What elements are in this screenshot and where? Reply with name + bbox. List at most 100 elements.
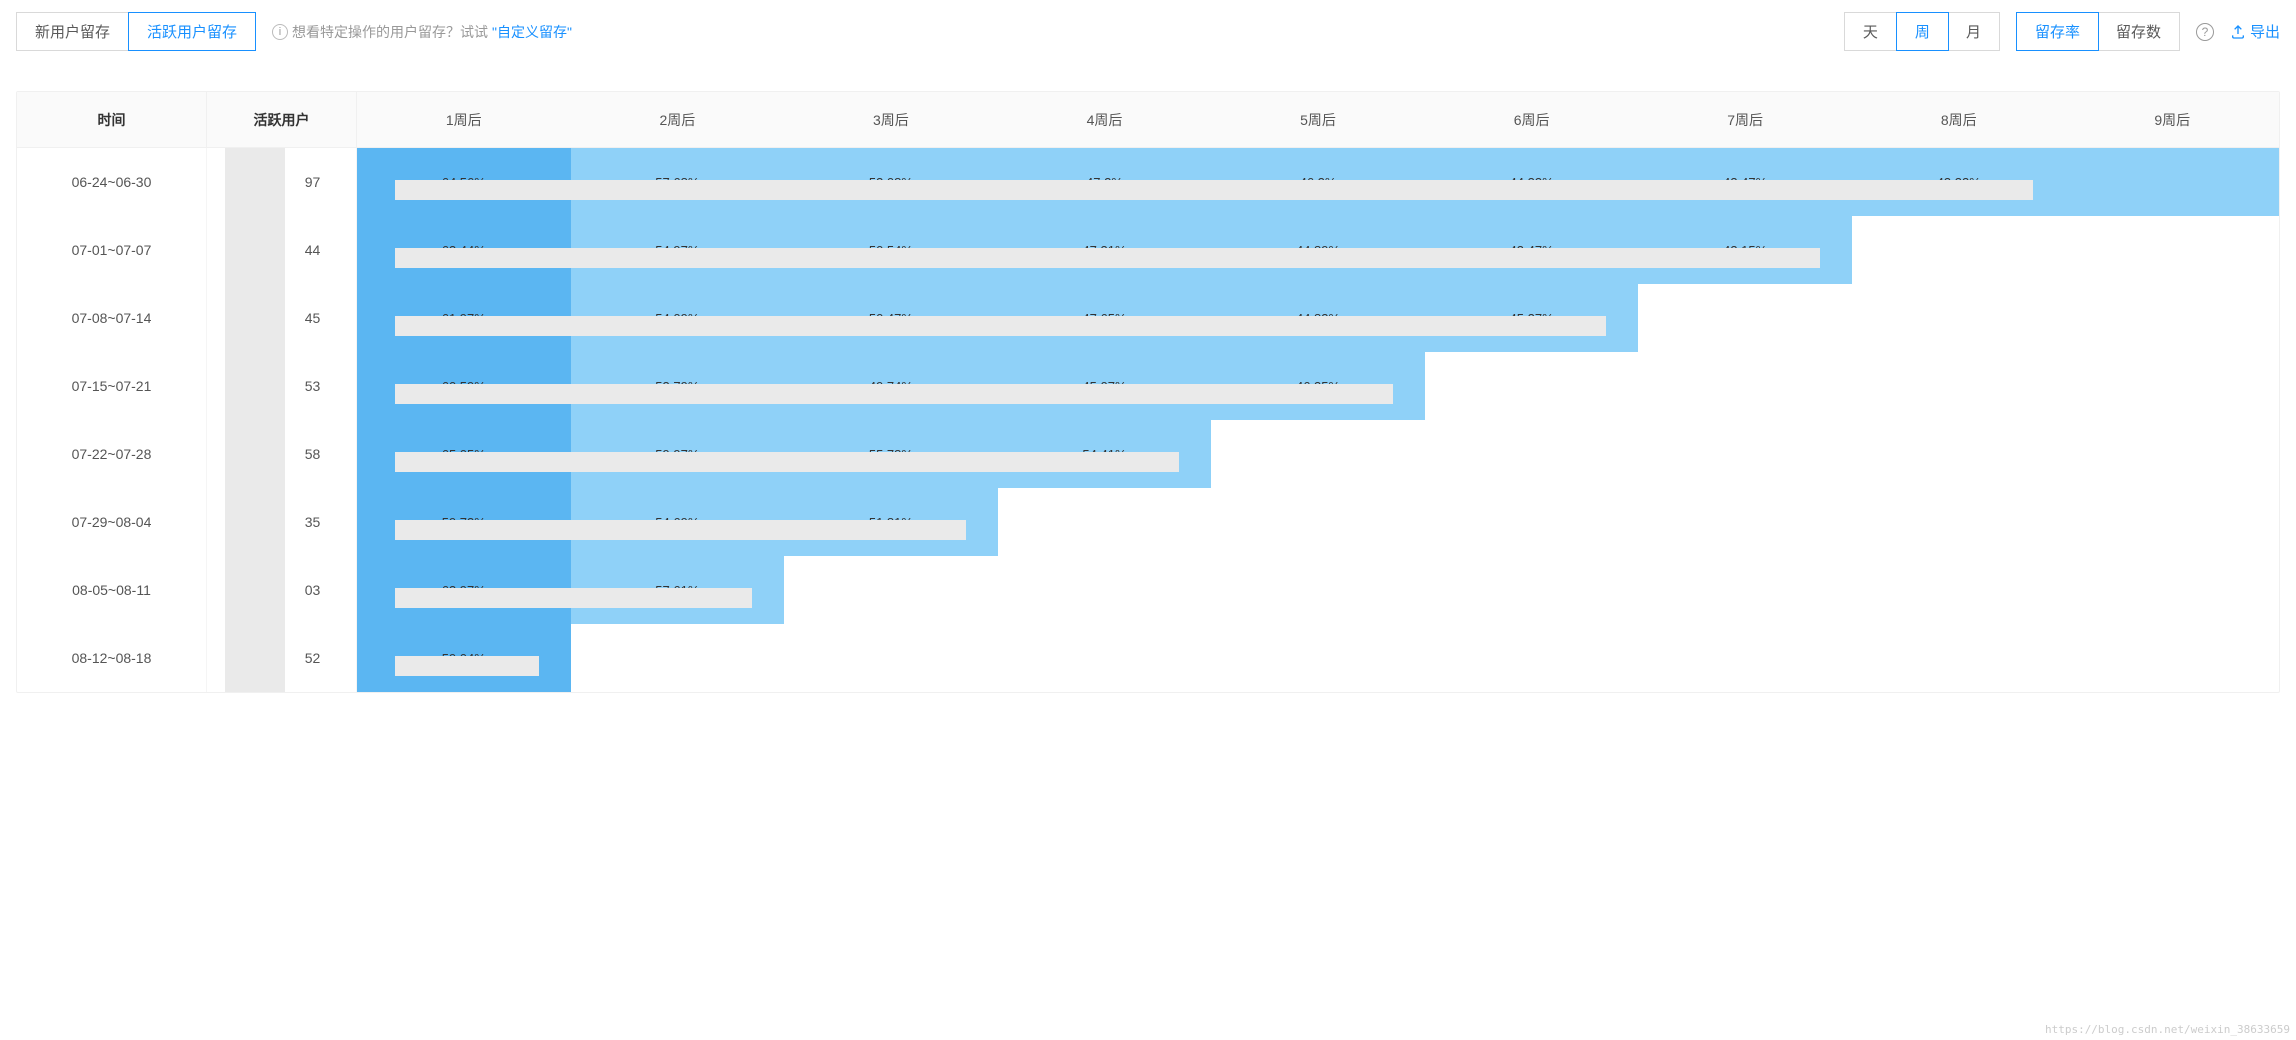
cell-retention: 44.83% — [1211, 284, 1425, 352]
cell-retention — [784, 624, 998, 692]
cell-retention: 50.54% — [784, 216, 998, 284]
tab-天[interactable]: 天 — [1845, 13, 1897, 50]
toolbar: 新用户留存活跃用户留存 i 想看特定操作的用户留存？试试 "自定义留存" 天周月… — [16, 12, 2280, 51]
cell-retention: 44.89% — [1211, 216, 1425, 284]
cell-active-users: 97 — [207, 148, 357, 216]
cell-retention — [1852, 284, 2066, 352]
cell-retention — [1638, 352, 1852, 420]
tab-月[interactable]: 月 — [1948, 13, 1999, 50]
cell-retention: 63.44% — [357, 216, 571, 284]
cell-retention — [1425, 352, 1639, 420]
cell-retention: 55.78% — [784, 420, 998, 488]
cell-retention: 54.97% — [571, 216, 785, 284]
table-header: 时间 活跃用户 1周后2周后3周后4周后5周后6周后7周后8周后9周后 — [17, 92, 2279, 148]
cell-retention — [2066, 624, 2280, 692]
cell-retention — [1211, 556, 1425, 624]
table-row: 07-15~07-215360.59%53.79%49.74%45.07%46.… — [17, 352, 2279, 420]
cell-retention — [998, 488, 1212, 556]
header-week: 2周后 — [571, 110, 785, 130]
table-body: 06-24~06-309764.56%57.68%53.08%47.2%46.2… — [17, 148, 2279, 692]
cell-retention: 53.08% — [784, 148, 998, 216]
cell-retention — [1425, 556, 1639, 624]
cell-retention: 59.97% — [571, 420, 785, 488]
cell-time: 08-05~08-11 — [17, 556, 207, 624]
tab-活跃用户留存[interactable]: 活跃用户留存 — [128, 12, 256, 51]
cell-retention: 51.81% — [784, 488, 998, 556]
cell-time: 07-15~07-21 — [17, 352, 207, 420]
right-controls: 天周月 留存率留存数 ? 导出 — [1844, 12, 2280, 51]
cell-time: 06-24~06-30 — [17, 148, 207, 216]
cell-retention — [2066, 352, 2280, 420]
cell-retention: 49.74% — [784, 352, 998, 420]
cell-retention: 63.97% — [357, 556, 571, 624]
tab-留存数[interactable]: 留存数 — [2098, 13, 2179, 50]
cell-retention: 57.68% — [571, 148, 785, 216]
hint-prefix: 想看特定操作的用户留存？试试 — [292, 22, 488, 42]
active-value-suffix: 97 — [243, 174, 321, 190]
cell-retention — [2066, 148, 2280, 216]
active-value-suffix: 58 — [243, 446, 321, 462]
cell-retention — [1852, 488, 2066, 556]
cell-retention: 59.73% — [357, 488, 571, 556]
active-value-suffix: 03 — [243, 582, 321, 598]
cell-retention: 46.35% — [1211, 352, 1425, 420]
cell-retention: 61.97% — [357, 284, 571, 352]
active-value-suffix: 44 — [243, 242, 321, 258]
cell-active-users: 44 — [207, 216, 357, 284]
cell-retention — [2066, 420, 2280, 488]
hint-link[interactable]: "自定义留存" — [492, 22, 572, 42]
active-value-suffix: 53 — [243, 378, 321, 394]
cell-retention — [2066, 284, 2280, 352]
cell-retention — [1638, 488, 1852, 556]
header-week: 9周后 — [2066, 110, 2280, 130]
table-row: 07-08~07-144561.97%54.09%50.47%47.65%44.… — [17, 284, 2279, 352]
header-active: 活跃用户 — [207, 92, 357, 147]
table-row: 07-22~07-285865.05%59.97%55.78%54.41% — [17, 420, 2279, 488]
cell-retention: 43.47% — [1425, 216, 1639, 284]
cell-retention — [1638, 420, 1852, 488]
cell-retention: 43.32% — [1852, 148, 2066, 216]
table-row: 08-12~08-185259.04% — [17, 624, 2279, 692]
cell-retention: 57.61% — [571, 556, 785, 624]
export-label: 导出 — [2250, 21, 2280, 42]
cell-retention — [1638, 624, 1852, 692]
cell-active-users: 53 — [207, 352, 357, 420]
tab-留存率[interactable]: 留存率 — [2016, 12, 2099, 51]
cell-retention: 65.05% — [357, 420, 571, 488]
cell-retention — [1425, 420, 1639, 488]
cell-retention: 45.07% — [998, 352, 1212, 420]
tab-新用户留存[interactable]: 新用户留存 — [17, 13, 129, 50]
cell-time: 07-01~07-07 — [17, 216, 207, 284]
cell-active-users: 35 — [207, 488, 357, 556]
cell-retention — [1211, 488, 1425, 556]
table-row: 07-01~07-074463.44%54.97%50.54%47.31%44.… — [17, 216, 2279, 284]
cell-retention — [1852, 352, 2066, 420]
cell-retention — [571, 624, 785, 692]
watermark: https://blog.csdn.net/weixin_38633659 — [2045, 1023, 2290, 1036]
cell-retention: 44.33% — [1425, 148, 1639, 216]
cell-retention: 53.79% — [571, 352, 785, 420]
table-row: 07-29~08-043559.73%54.69%51.81% — [17, 488, 2279, 556]
active-value-suffix: 45 — [243, 310, 321, 326]
cell-retention: 46.2% — [1211, 148, 1425, 216]
cell-retention: 47.2% — [998, 148, 1212, 216]
export-button[interactable]: 导出 — [2230, 21, 2280, 42]
cell-retention: 54.09% — [571, 284, 785, 352]
help-icon[interactable]: ? — [2196, 23, 2214, 41]
cell-retention — [1638, 284, 1852, 352]
retention-type-tabs: 新用户留存活跃用户留存 — [16, 12, 256, 51]
cell-retention — [2066, 556, 2280, 624]
header-week: 1周后 — [357, 110, 571, 130]
cell-retention — [998, 556, 1212, 624]
cell-retention — [1211, 420, 1425, 488]
metric-tabs: 留存率留存数 — [2016, 12, 2180, 51]
cell-retention — [1852, 556, 2066, 624]
header-week: 5周后 — [1211, 110, 1425, 130]
cell-active-users: 03 — [207, 556, 357, 624]
active-value-suffix: 52 — [243, 650, 321, 666]
cell-retention: 43.15% — [1638, 216, 1852, 284]
cell-retention: 59.04% — [357, 624, 571, 692]
cohort-table: 时间 活跃用户 1周后2周后3周后4周后5周后6周后7周后8周后9周后 06-2… — [16, 91, 2280, 693]
cell-retention: 45.27% — [1425, 284, 1639, 352]
tab-周[interactable]: 周 — [1896, 12, 1949, 51]
